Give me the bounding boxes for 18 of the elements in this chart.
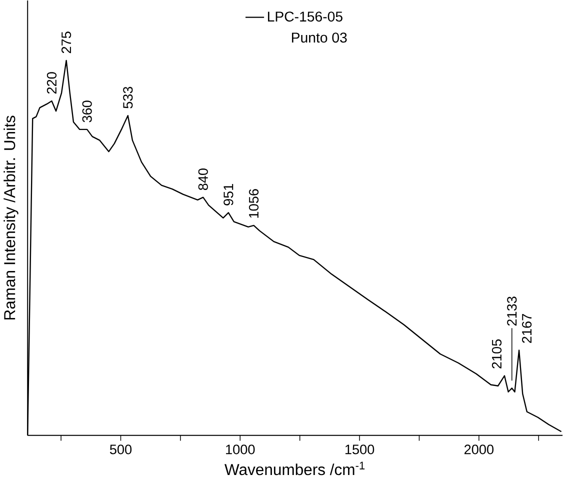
annotation: 951	[224, 184, 234, 206]
annotation: 275	[61, 32, 72, 54]
x-axis-title: Wavenumbers /cm$^{-1}$	[224, 462, 365, 476]
x-tick-label: 1000	[226, 444, 255, 454]
annotation: 2133	[507, 296, 517, 326]
annotation: 840	[198, 168, 208, 190]
annotation: 360	[82, 100, 92, 122]
x-tick-label: 1500	[345, 444, 374, 454]
annotation: 220	[46, 72, 57, 94]
x-tick-label: 500	[110, 444, 132, 454]
annotation: 2167	[522, 314, 532, 344]
annotation: 533	[123, 86, 133, 108]
legend-label: LPC-156-05	[268, 12, 342, 22]
text: Punto 03	[292, 32, 347, 43]
x-tick-label: 2000	[464, 444, 494, 454]
annotation: 2105	[492, 340, 502, 369]
y-axis-title: Raman Intensity /Arbitr. Units	[4, 116, 18, 320]
annotation: 1056	[248, 189, 259, 218]
